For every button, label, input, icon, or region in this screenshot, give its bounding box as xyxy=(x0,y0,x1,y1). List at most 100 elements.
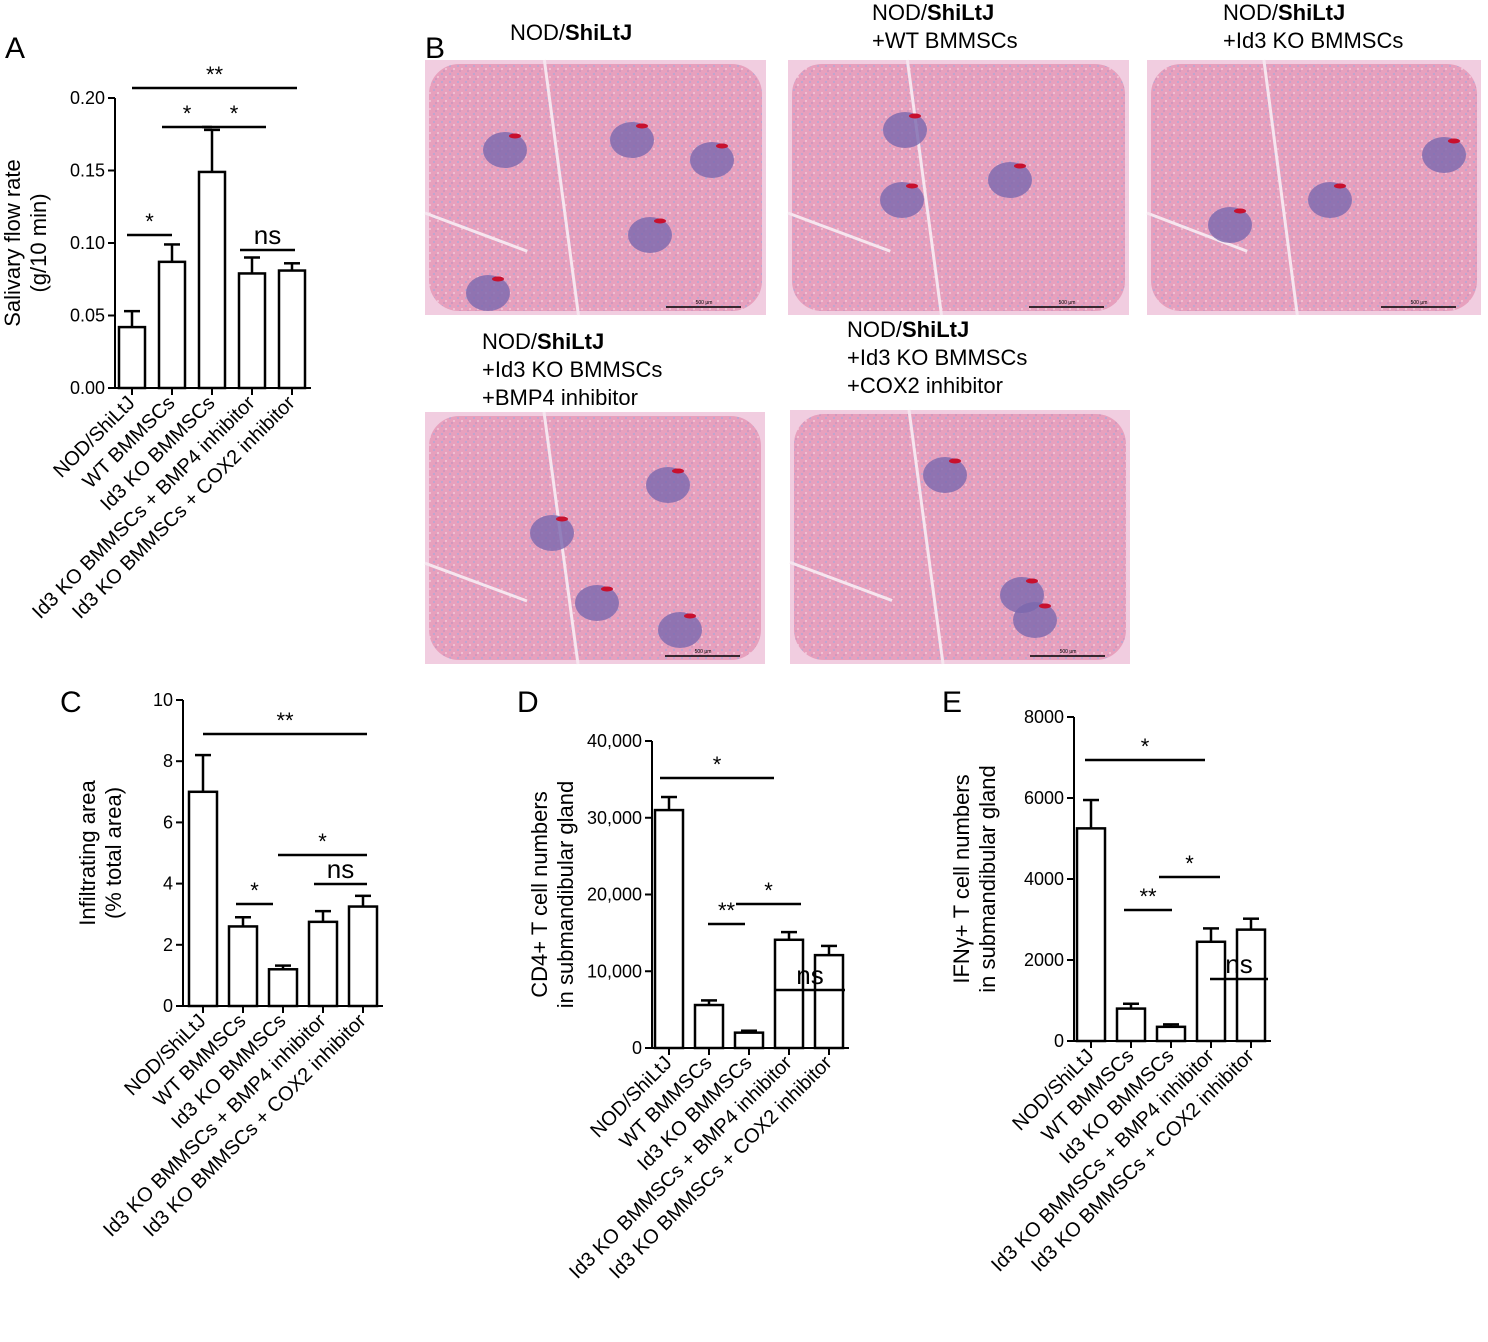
chart-panel-a: 0.00 0.05 0.10 0.15 0.20 Salivary flow rate (g… xyxy=(0,62,311,623)
svg-text:NOD/ShiLtJ: NOD/ShiLtJ xyxy=(872,0,994,25)
label-prefix: NOD/ xyxy=(847,317,903,342)
lymphocytic-infiltrate xyxy=(466,275,510,311)
panel-letter-a: A xyxy=(5,32,25,65)
label-treatment: +Id3 KO BMMSCs xyxy=(1223,28,1403,53)
lymphocytic-infiltrate xyxy=(1013,602,1057,638)
panel-letter-c: C xyxy=(60,686,82,719)
histology-micrographs: 500 μm 500 μm 500 μm 500 μm 500 μm xyxy=(424,59,1481,665)
blood-vessel xyxy=(909,113,921,119)
bar xyxy=(1115,1007,1147,1043)
svg-text:NOD/ShiLtJ: NOD/ShiLtJ xyxy=(510,20,632,45)
significance-label: ** xyxy=(1139,884,1157,909)
bar xyxy=(157,260,187,390)
blood-vessel xyxy=(684,613,696,619)
significance-label: * xyxy=(764,878,773,903)
y-tick-label: 0.20 xyxy=(70,88,105,108)
label-prefix: NOD/ xyxy=(1223,0,1279,25)
y-tick-label: 20,000 xyxy=(587,885,642,905)
lymphocytic-infiltrate xyxy=(883,112,927,148)
micrograph-3: 500 μm xyxy=(1146,59,1481,316)
y-axis-subtitle: in submandibular gland xyxy=(553,781,578,1009)
tissue-septum xyxy=(424,561,528,603)
chart-panel-e: 0 2000 4000 6000 8000 IFNγ+ T cell numbers in … xyxy=(949,707,1271,1276)
micrograph-label-4: NOD/ShiLtJ +Id3 KO BMMSCs +BMP4 inhibito… xyxy=(482,329,662,410)
significance-label: * xyxy=(230,101,239,126)
label-strain: ShiLtJ xyxy=(902,317,969,342)
significance-label: * xyxy=(318,829,327,854)
tissue-septum xyxy=(905,59,943,316)
micrograph-label-5: NOD/ShiLtJ +Id3 KO BMMSCs +COX2 inhibito… xyxy=(847,317,1027,398)
micrograph-4: 500 μm xyxy=(424,411,765,665)
panel-letter-d: D xyxy=(517,686,539,719)
micrograph-label-3: NOD/ShiLtJ +Id3 KO BMMSCs xyxy=(1223,0,1403,53)
y-tick-label: 8 xyxy=(163,751,173,771)
lymphocytic-infiltrate xyxy=(880,182,924,218)
scale-bar-label: 500 μm xyxy=(1060,649,1077,655)
y-axis-title: IFNγ+ T cell numbers xyxy=(949,774,974,983)
significance-label: * xyxy=(1185,851,1194,876)
panel-letter-b: B xyxy=(425,32,445,65)
y-tick-label: 40,000 xyxy=(587,731,642,751)
y-axis-subtitle: (% total area) xyxy=(101,787,126,919)
significance-label: * xyxy=(250,878,259,903)
y-tick-label: 2000 xyxy=(1024,950,1064,970)
y-tick-label: 4000 xyxy=(1024,869,1064,889)
tissue-septum xyxy=(907,409,945,665)
micrograph-label-1: NOD/ShiLtJ xyxy=(510,20,632,45)
lymphocytic-infiltrate xyxy=(1208,207,1252,243)
lymphocytic-infiltrate xyxy=(923,457,967,493)
blood-vessel xyxy=(1334,183,1346,189)
y-tick-label: 30,000 xyxy=(587,808,642,828)
tissue-septum xyxy=(1146,211,1248,253)
blood-vessel xyxy=(949,458,961,464)
y-tick-label: 0 xyxy=(1054,1031,1064,1051)
blood-vessel xyxy=(906,183,918,189)
blood-vessel xyxy=(654,218,666,224)
bar xyxy=(1235,928,1267,1043)
significance-label: ns xyxy=(254,220,281,250)
y-axis-title: CD4+ T cell numbers xyxy=(527,791,552,997)
label-strain: ShiLtJ xyxy=(537,329,604,354)
significance-label: * xyxy=(713,752,722,777)
y-tick-label: 0.10 xyxy=(70,233,105,253)
micrograph-2: 500 μm xyxy=(787,59,1129,316)
blood-vessel xyxy=(1039,603,1051,609)
label-treatment: +Id3 KO BMMSCs xyxy=(482,357,662,382)
micrograph-1: 500 μm xyxy=(424,59,766,316)
bar xyxy=(1195,940,1227,1043)
bar xyxy=(277,269,307,390)
tissue-section xyxy=(794,414,1126,660)
y-axis-subtitle: (g/10 min) xyxy=(26,193,51,292)
svg-text:NOD/ShiLtJ: NOD/ShiLtJ xyxy=(847,317,969,342)
bar xyxy=(117,325,147,390)
blood-vessel xyxy=(716,143,728,149)
tissue-septum xyxy=(1262,59,1299,316)
lymphocytic-infiltrate xyxy=(988,162,1032,198)
blood-vessel xyxy=(1014,163,1026,169)
y-tick-label: 2 xyxy=(163,935,173,955)
blood-vessel xyxy=(492,276,504,282)
significance-label: ns xyxy=(327,854,354,884)
y-tick-label: 10 xyxy=(153,690,173,710)
tissue-septum xyxy=(542,59,580,316)
blood-vessel xyxy=(1234,208,1246,214)
lymphocytic-infiltrate xyxy=(1422,137,1466,173)
label-prefix: NOD/ xyxy=(482,329,538,354)
y-tick-label: 6000 xyxy=(1024,788,1064,808)
bar xyxy=(197,170,227,390)
bar xyxy=(693,1003,725,1050)
label-treatment: +WT BMMSCs xyxy=(872,28,1018,53)
significance-label: ns xyxy=(1225,949,1252,979)
blood-vessel xyxy=(672,468,684,474)
y-axis-title: Infiltrating area xyxy=(75,779,100,925)
label-strain: ShiLtJ xyxy=(1278,0,1345,25)
significance-label: ** xyxy=(718,898,736,923)
bar xyxy=(237,272,267,390)
blood-vessel xyxy=(556,516,568,522)
svg-text:NOD/ShiLtJ: NOD/ShiLtJ xyxy=(1223,0,1345,25)
significance-label: * xyxy=(145,209,154,234)
significance-label: * xyxy=(183,101,192,126)
bar xyxy=(227,925,259,1008)
panel-letter-e: E xyxy=(942,686,962,719)
y-tick-label: 0.00 xyxy=(70,378,105,398)
